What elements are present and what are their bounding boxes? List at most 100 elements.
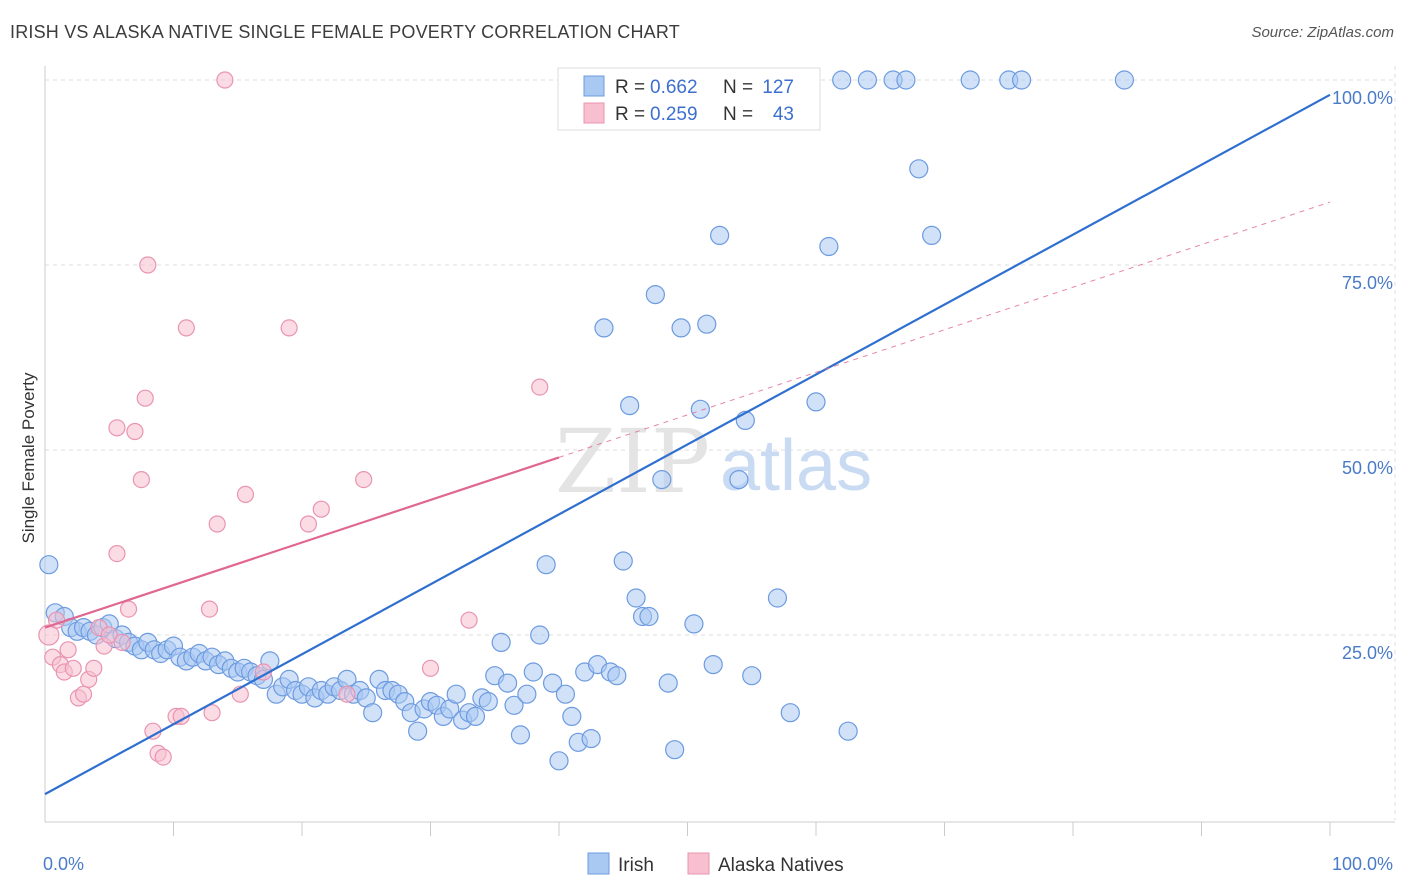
alaska-point	[113, 633, 131, 652]
stats-swatch	[583, 102, 605, 124]
watermark: ZIP atlas	[555, 410, 872, 513]
irish-point	[639, 606, 659, 627]
irish-point	[517, 684, 537, 704]
stats-n-label: N =	[723, 104, 753, 125]
irish-point	[510, 725, 531, 745]
tick-labels: 25.0% 50.0% 75.0% 100.0% 0.0% 100.0%	[43, 88, 1393, 874]
alaska-point	[132, 471, 150, 489]
alaska-point	[126, 422, 144, 441]
irish-point	[671, 318, 691, 338]
irish-point	[742, 666, 762, 686]
irish-point	[857, 70, 878, 90]
alaska-point	[100, 626, 118, 644]
alaska-point	[460, 611, 478, 629]
irish-point	[819, 236, 839, 257]
irish-point	[806, 392, 826, 412]
irish-point	[491, 632, 511, 653]
y-tick-label: 75.0%	[1342, 273, 1393, 293]
stats-r-value: 0.662	[650, 77, 698, 98]
alaska-point	[299, 515, 318, 533]
irish-point	[555, 684, 576, 704]
stats-n-label: N =	[723, 77, 753, 98]
stats-r-value: 0.259	[650, 104, 698, 125]
alaska-point	[355, 471, 373, 489]
alaska-point	[136, 389, 154, 407]
bottom-legend: Irish Alaska Natives	[587, 852, 844, 876]
alaska-point	[85, 659, 103, 677]
irish-point	[613, 551, 633, 571]
irish-point	[703, 654, 723, 675]
irish-point	[838, 721, 858, 741]
irish-point	[710, 225, 730, 245]
stats-n-value: 127	[762, 77, 794, 98]
irish-point	[1114, 70, 1135, 90]
irish-point	[626, 588, 646, 608]
stats-n-value: 43	[773, 104, 794, 125]
trend-lines	[44, 93, 1331, 796]
irish-point	[645, 285, 665, 305]
irish-point	[562, 706, 582, 727]
irish-point	[536, 555, 556, 575]
irish-point	[767, 588, 788, 608]
irish-point	[620, 396, 640, 416]
irish-point	[665, 740, 685, 760]
alaska-point	[59, 641, 77, 659]
alaska-point	[108, 544, 126, 563]
alaska-point	[200, 600, 219, 618]
irish-trend-line	[44, 93, 1331, 796]
irish-point	[39, 555, 59, 575]
irish-point	[684, 614, 704, 634]
alaska-trend-line	[44, 456, 560, 629]
axes	[44, 66, 1395, 836]
y-tick-label: 50.0%	[1342, 458, 1393, 478]
irish-point	[960, 70, 980, 90]
alaska-point	[208, 515, 226, 533]
alaska-point	[38, 624, 60, 646]
irish-point	[504, 695, 524, 715]
stats-r-label: R =	[615, 104, 645, 125]
irish-point	[594, 318, 614, 338]
stats-legend: R = 0.662 N = 127 R = 0.259 N = 43	[557, 67, 821, 131]
watermark-atlas: atlas	[720, 426, 872, 506]
irish-point	[832, 70, 852, 90]
irish-point	[581, 728, 601, 749]
alaska-point	[216, 71, 234, 89]
irish-point	[498, 673, 518, 693]
irish-point	[607, 666, 627, 686]
alaska-point	[338, 685, 356, 703]
y-tick-label: 25.0%	[1342, 643, 1393, 663]
irish-point	[658, 673, 678, 693]
legend-label: Irish	[618, 855, 654, 876]
alaska-point	[154, 748, 172, 766]
y-tick-label: 100.0%	[1332, 88, 1393, 108]
irish-point	[549, 751, 569, 771]
stats-r-label: R =	[615, 77, 645, 98]
x-tick-label: 0.0%	[43, 854, 84, 874]
alaska-point	[531, 378, 549, 396]
legend-label: Alaska Natives	[718, 855, 844, 876]
legend-swatch	[687, 852, 710, 875]
irish-point	[446, 684, 466, 704]
alaska-point	[236, 485, 255, 503]
irish-point	[1011, 70, 1032, 90]
alaska-point	[203, 704, 221, 722]
alaska-points	[38, 71, 549, 766]
irish-point	[363, 703, 383, 723]
irish-point	[542, 673, 563, 693]
chart-title: IRISH VS ALASKA NATIVE SINGLE FEMALE POV…	[10, 22, 680, 42]
irish-point	[465, 706, 486, 727]
irish-point	[530, 625, 550, 645]
alaska-point	[64, 659, 82, 677]
irish-point	[922, 225, 942, 245]
irish-point	[697, 314, 717, 334]
legend-swatch	[587, 852, 610, 875]
stats-swatch	[583, 75, 605, 97]
alaska-point	[312, 500, 330, 518]
irish-point	[652, 470, 672, 490]
alaska-point	[108, 419, 126, 437]
irish-point	[523, 662, 543, 682]
irish-point	[690, 399, 710, 419]
alaska-point	[119, 600, 138, 618]
y-axis-title: Single Female Poverty	[19, 372, 38, 544]
